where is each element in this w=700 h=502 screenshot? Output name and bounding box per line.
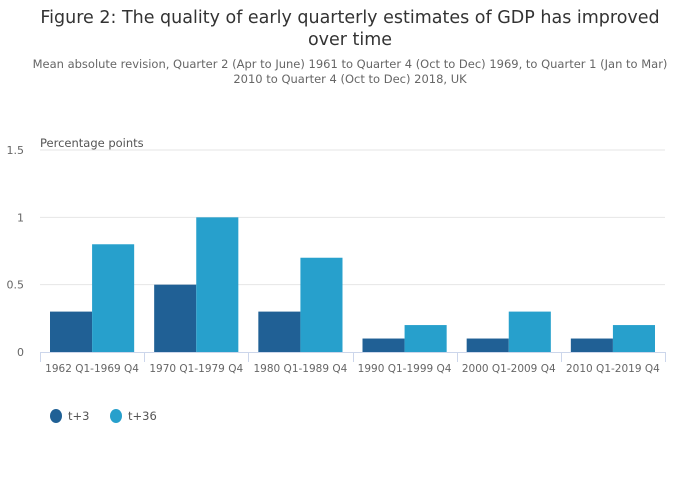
x-tick-label: 1962 Q1-1969 Q4 (45, 363, 139, 375)
y-tick-label: 0.5 (7, 279, 25, 292)
legend-label: t+36 (128, 409, 157, 423)
bar-tplus36 (612, 325, 655, 352)
chart-subtitle: Mean absolute revision, Quarter 2 (Apr t… (32, 57, 668, 86)
legend-marker (50, 409, 62, 423)
x-tick-label: 1980 Q1-1989 Q4 (254, 363, 348, 375)
bar-tplus36 (300, 257, 343, 352)
bar-tplus36 (196, 217, 239, 352)
y-tick-label: 0 (17, 346, 24, 359)
y-tick-label: 1.5 (7, 144, 25, 157)
legend-label: t+3 (68, 409, 89, 423)
x-tick-label: 2000 Q1-2009 Q4 (462, 363, 556, 375)
bar-tplus3 (362, 338, 405, 352)
bar-tplus3 (466, 338, 509, 352)
x-tick-label: 1990 Q1-1999 Q4 (358, 363, 452, 375)
legend-marker (110, 409, 122, 423)
chart-title: Figure 2: The quality of early quarterly… (40, 8, 660, 50)
bar-tplus36 (92, 244, 135, 352)
bar-tplus3 (570, 338, 613, 352)
x-tick-label: 2010 Q1-2019 Q4 (566, 363, 660, 375)
bar-tplus36 (508, 311, 551, 352)
x-tick-label: 1970 Q1-1979 Q4 (149, 363, 243, 375)
bar-tplus36 (404, 325, 447, 352)
bar-tplus3 (154, 284, 197, 352)
bar-tplus3 (50, 311, 93, 352)
bar-tplus3 (258, 311, 301, 352)
y-axis-label: Percentage points (40, 136, 144, 150)
y-tick-label: 1 (17, 211, 24, 224)
